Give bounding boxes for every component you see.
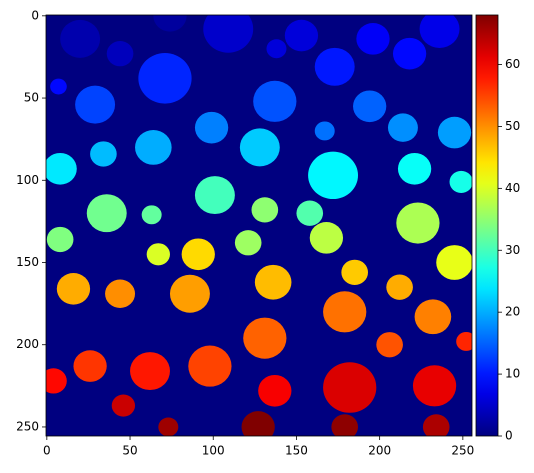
blob (106, 40, 134, 67)
blob (111, 394, 136, 417)
colorbar-tick-label: 50 (505, 119, 520, 133)
blob (194, 176, 235, 215)
y-tick-label: 200 (16, 337, 39, 351)
blob (392, 37, 427, 70)
x-tick-label: 200 (368, 444, 391, 458)
blob (309, 222, 344, 254)
blob (181, 238, 215, 271)
blob (146, 243, 170, 266)
blob (341, 259, 368, 286)
blob (353, 90, 387, 123)
blob (130, 352, 170, 391)
blob (138, 53, 192, 104)
blob (234, 230, 262, 256)
colorbar-tick-label: 60 (505, 57, 520, 71)
y-tick-label: 0 (31, 8, 39, 22)
blob (86, 194, 127, 233)
blob (414, 299, 452, 335)
blob (188, 345, 232, 387)
blob (141, 205, 162, 225)
blob (254, 264, 292, 300)
x-tick-label: 0 (43, 444, 51, 458)
x-tick-label: 150 (285, 444, 308, 458)
blob (314, 47, 355, 86)
blob (397, 152, 432, 185)
blob (46, 226, 74, 253)
colorbar-tick-label: 20 (505, 305, 520, 319)
colorbar-tick-label: 30 (505, 243, 520, 257)
x-tick-label: 50 (122, 444, 137, 458)
colorbar (475, 14, 499, 437)
blob (387, 113, 418, 142)
blob (266, 39, 287, 59)
y-tick-label: 150 (16, 255, 39, 269)
blob (314, 121, 335, 141)
blob (169, 274, 210, 313)
x-tick-label: 250 (451, 444, 474, 458)
blob (437, 116, 472, 149)
blob (396, 202, 440, 244)
blob (90, 141, 117, 167)
blob (251, 197, 279, 223)
blob (419, 15, 460, 48)
blob (323, 362, 377, 413)
blob (284, 19, 319, 52)
blob (456, 331, 472, 351)
colorbar-tick-label: 40 (505, 181, 520, 195)
blob (203, 15, 254, 53)
blob (323, 291, 367, 333)
blob (46, 368, 67, 394)
blob (46, 152, 77, 185)
colorbar-tick-label: 0 (505, 429, 513, 443)
plot-frame (45, 14, 473, 437)
blob (153, 15, 187, 32)
blob (50, 78, 67, 95)
blob (135, 129, 172, 165)
blob (56, 273, 91, 305)
blob (105, 279, 136, 308)
blob (412, 365, 457, 407)
blob (376, 332, 403, 358)
blob (243, 317, 287, 359)
blob (308, 151, 359, 200)
y-tick-label: 250 (16, 419, 39, 433)
blob (258, 374, 292, 407)
blob (436, 245, 472, 280)
blob (60, 19, 101, 58)
x-tick-label: 100 (202, 444, 225, 458)
y-tick-label: 100 (16, 173, 39, 187)
blob (386, 274, 413, 300)
blob (73, 350, 107, 382)
y-tick-label: 50 (24, 91, 39, 105)
blob (75, 85, 116, 124)
blob (422, 414, 450, 436)
blob (296, 200, 324, 226)
colorbar-tick-label: 10 (505, 367, 520, 381)
blob (356, 23, 390, 55)
image (46, 15, 472, 436)
blob (253, 80, 297, 122)
blob (194, 111, 229, 144)
blob (241, 411, 275, 436)
blob (239, 128, 280, 167)
blob (449, 170, 472, 193)
blob (331, 414, 359, 436)
blob (158, 417, 179, 436)
